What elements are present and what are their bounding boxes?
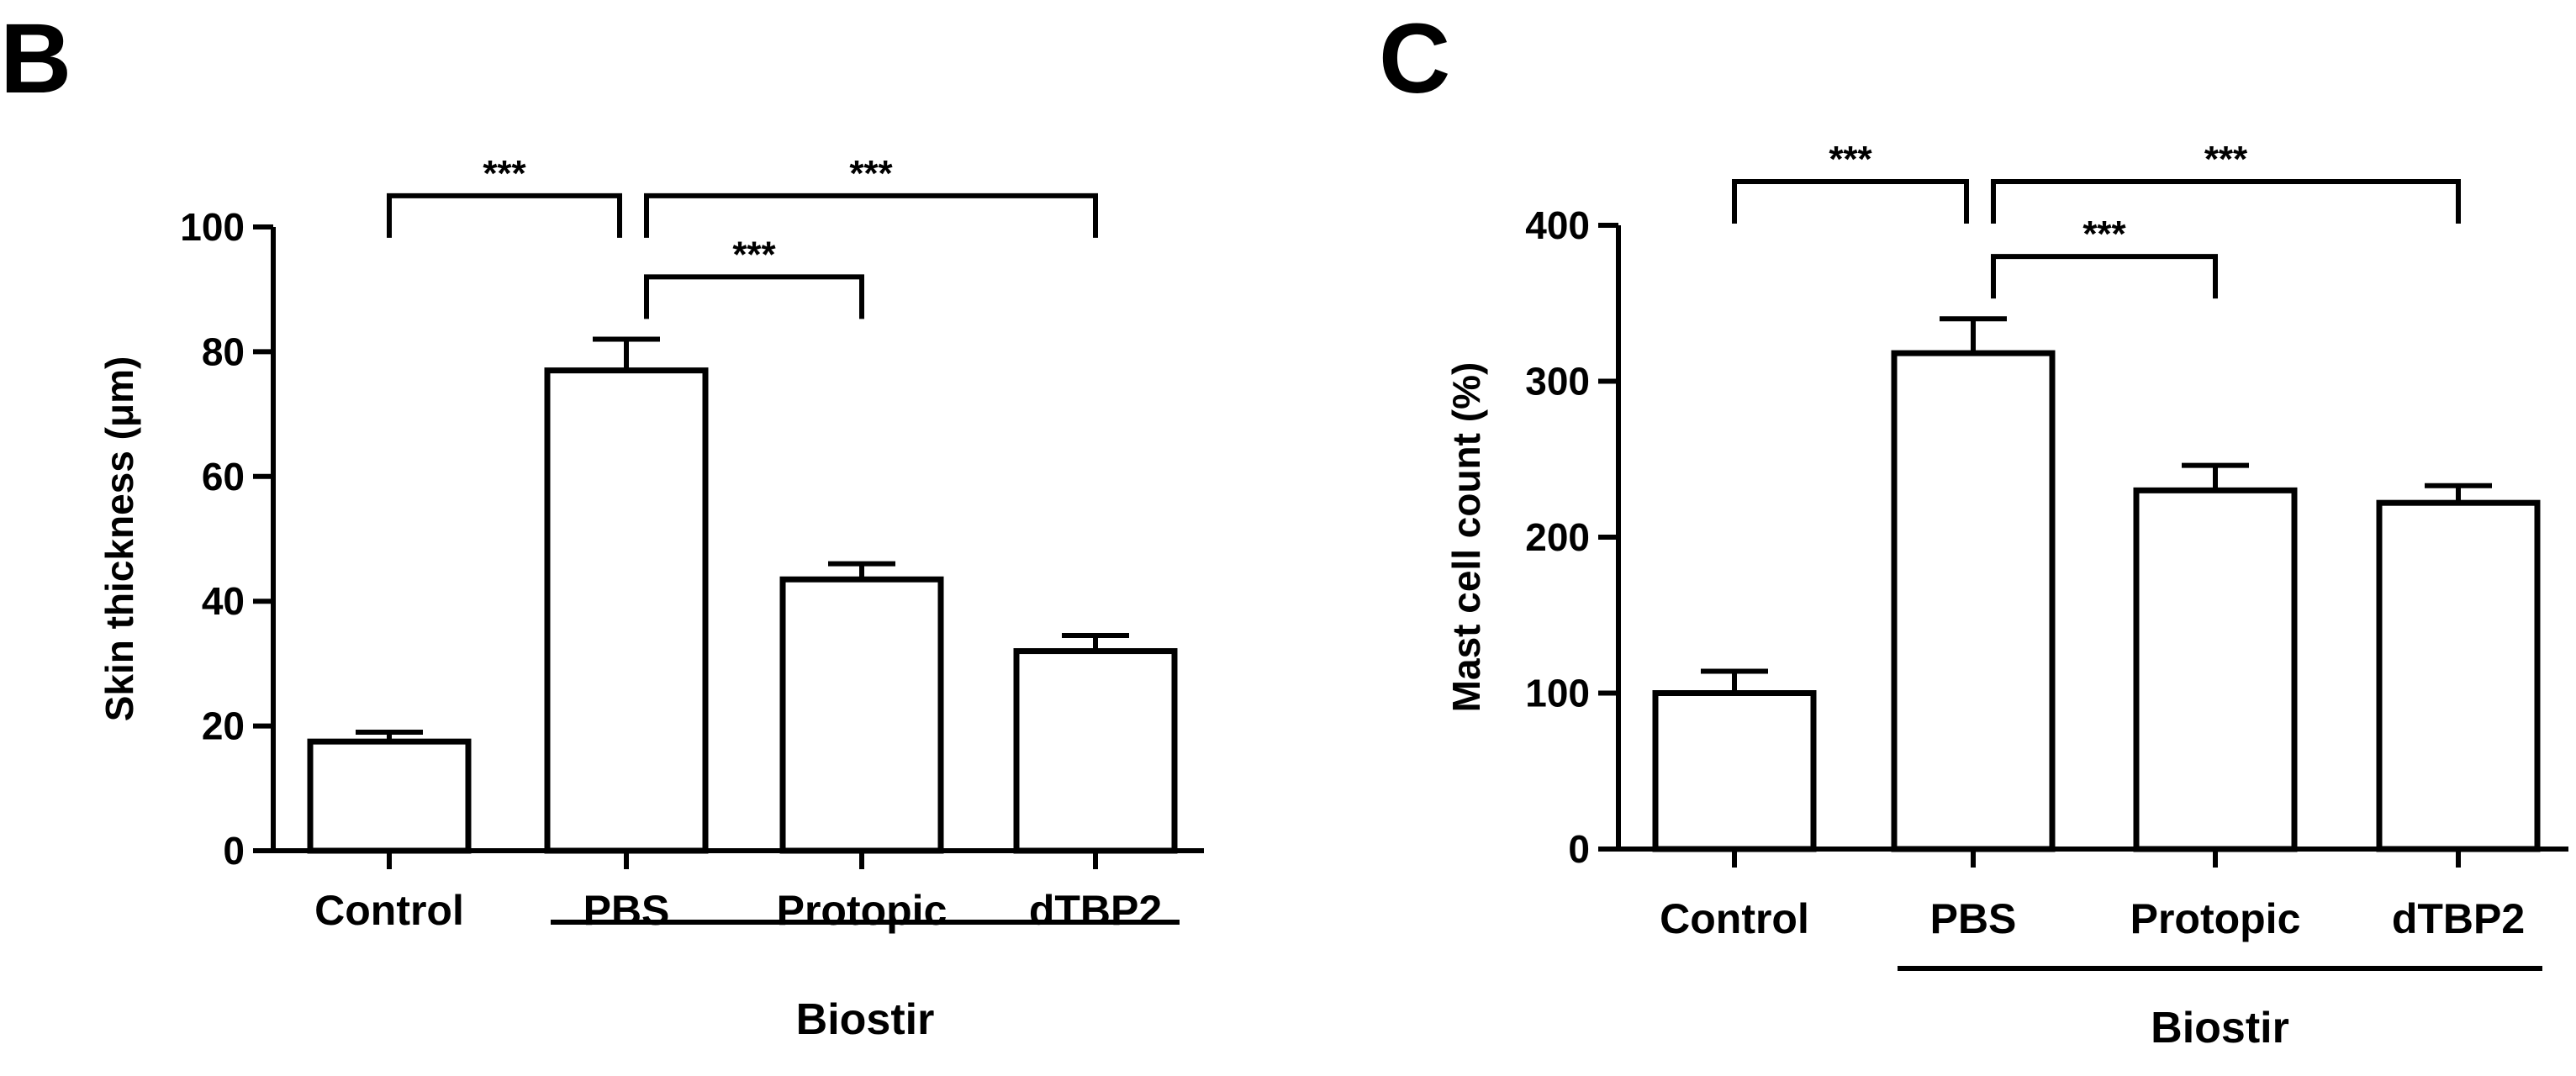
significance-bracket	[644, 274, 864, 319]
bar	[307, 738, 472, 854]
panel-letter: B	[0, 3, 71, 114]
category-label: Protopic	[2130, 895, 2301, 942]
significance-label: ***	[2204, 139, 2248, 180]
y-tick-label: 60	[202, 455, 245, 498]
panel-letter: C	[1379, 3, 1450, 114]
significance-label: ***	[483, 153, 526, 194]
category-label: Control	[1660, 895, 1809, 942]
category-label: dTBP2	[1029, 887, 1162, 934]
panel-b: B 0 20 40 60 80 100 Skin thickness (μm) Control…	[0, 3, 1204, 1044]
y-axis-title: Mast cell count (%)	[1444, 362, 1488, 713]
bar	[1891, 350, 2056, 852]
y-tick-label: 100	[1525, 672, 1590, 715]
bar	[1652, 690, 1817, 852]
y-tick-label: 0	[1568, 827, 1590, 871]
y-tick-label: 0	[223, 829, 245, 873]
y-tick-label: 40	[202, 579, 245, 623]
significance-bracket	[1732, 179, 1969, 224]
significance-bracket	[644, 193, 1098, 238]
significance-label: ***	[732, 234, 776, 275]
significance-label: ***	[2082, 214, 2126, 255]
bar	[544, 367, 709, 854]
bar	[2376, 499, 2541, 852]
significance-bracket	[1991, 254, 2218, 299]
y-tick-label: 20	[202, 704, 245, 748]
significance-bracket	[387, 193, 622, 238]
category-label: Protopic	[777, 887, 948, 934]
group-label: Biostir	[2151, 1004, 2289, 1052]
significance-label: ***	[1829, 139, 1872, 180]
y-tick-label: 80	[202, 330, 245, 373]
significance-label: ***	[849, 153, 893, 194]
category-label: PBS	[583, 887, 670, 934]
y-tick-label: 400	[1525, 203, 1590, 247]
bar	[2133, 487, 2298, 852]
category-label: PBS	[1930, 895, 2017, 942]
group-label: Biostir	[796, 995, 935, 1044]
bar	[1013, 648, 1178, 854]
y-tick-label: 200	[1525, 515, 1590, 559]
significance-bracket	[1991, 179, 2461, 224]
y-tick-label: 100	[180, 205, 245, 249]
bar	[779, 576, 944, 854]
panel-c: C 0 100 200 300 400 Mast cell count (%) Contro…	[1379, 3, 2568, 1052]
y-tick-label: 300	[1525, 360, 1590, 404]
category-label: dTBP2	[2392, 895, 2525, 942]
category-label: Control	[314, 887, 464, 934]
y-axis-title: Skin thickness (μm)	[98, 356, 141, 722]
